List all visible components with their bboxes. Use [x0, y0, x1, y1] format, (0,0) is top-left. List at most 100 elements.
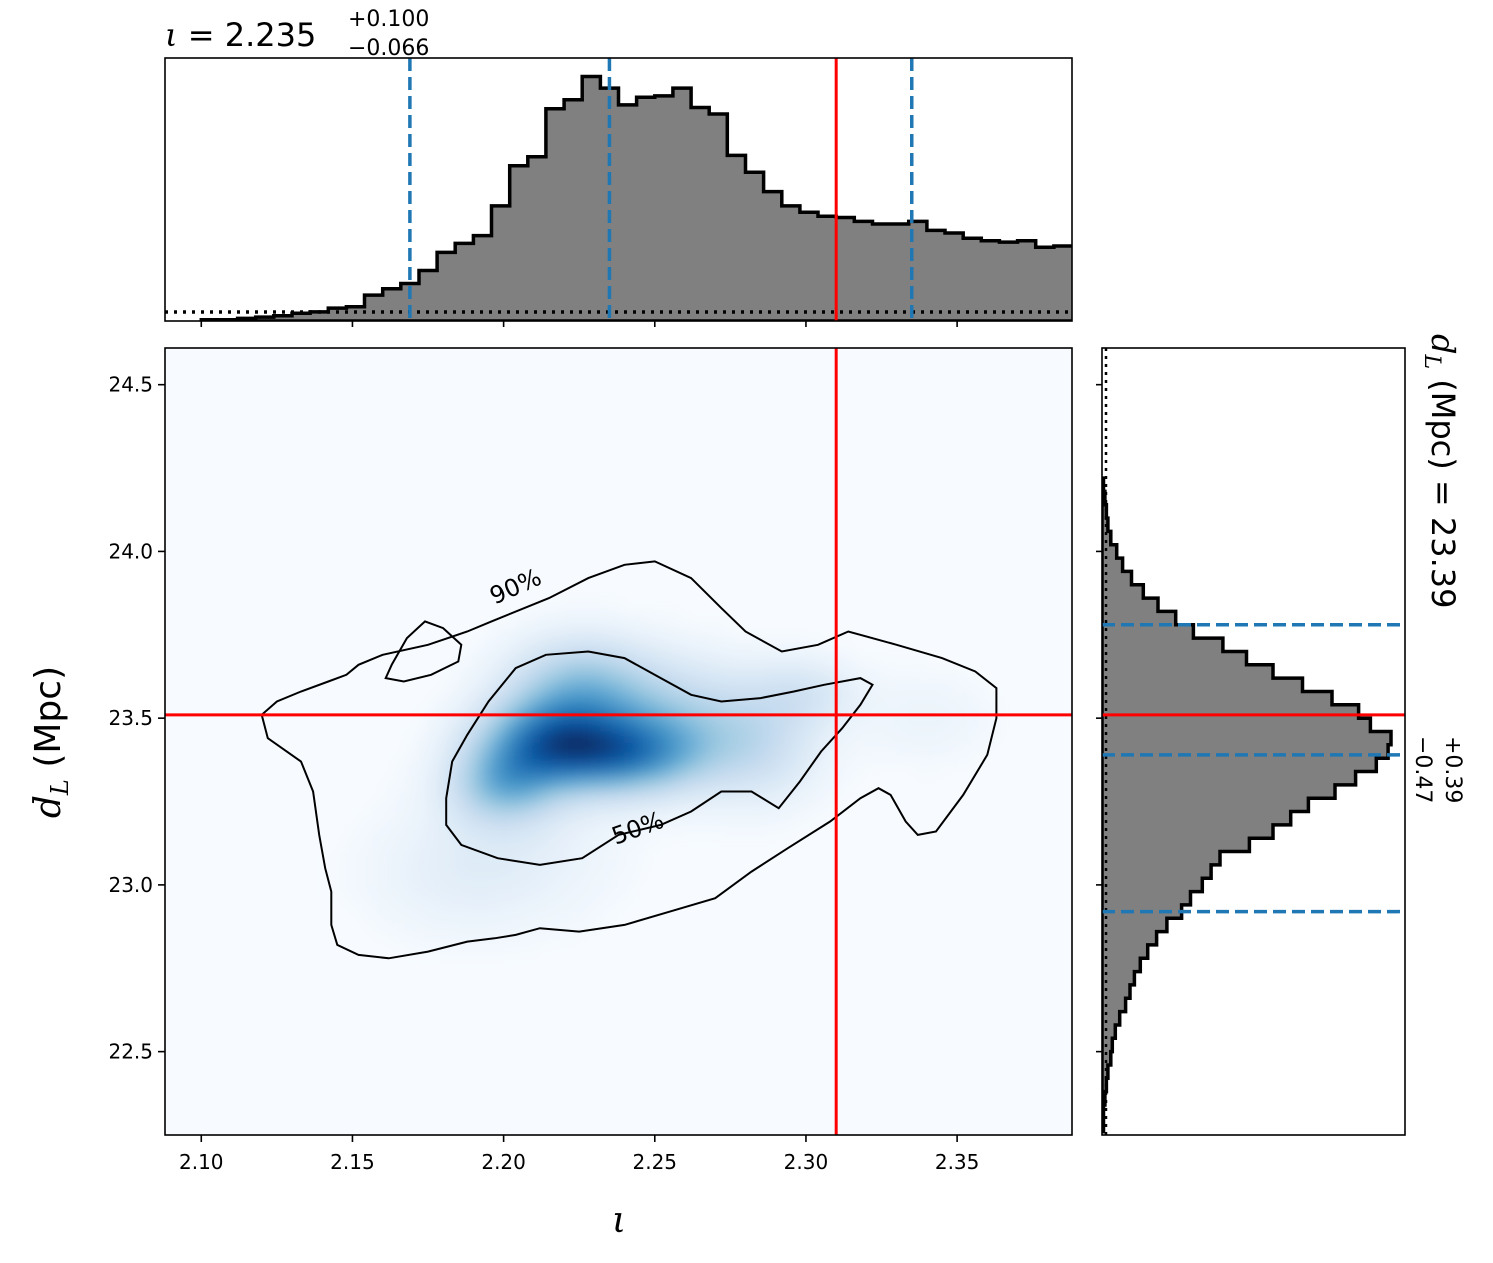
density-cell: [709, 753, 722, 766]
density-cell: [926, 705, 940, 719]
density-cell: [600, 693, 614, 707]
density-cell: [539, 836, 553, 850]
density-cell: [370, 884, 384, 898]
density-cell: [685, 681, 698, 695]
density-cell: [418, 765, 432, 778]
density-cell: [588, 681, 601, 695]
density-cell: [793, 634, 807, 647]
density-cell: [406, 836, 420, 850]
density-cell: [624, 705, 638, 719]
density-cell: [636, 669, 650, 683]
density-cell: [793, 729, 807, 743]
density-cell: [491, 908, 505, 921]
density-cell: [672, 646, 686, 659]
density-cell: [455, 872, 468, 886]
density-cell: [612, 598, 626, 611]
density-cell: [600, 884, 614, 898]
y-axis-label-unit: (Mpc): [28, 666, 69, 779]
density-cell: [890, 705, 904, 719]
density-cell: [467, 813, 481, 826]
density-cell: [370, 920, 384, 933]
density-cell: [672, 610, 686, 623]
density-cell: [672, 789, 686, 802]
density-cell: [757, 669, 771, 683]
density-cell: [793, 717, 807, 731]
density-cell: [672, 801, 686, 814]
density-cell: [431, 884, 444, 898]
density-cell: [781, 705, 795, 719]
density-cell: [467, 908, 481, 921]
density-cell: [854, 753, 868, 766]
joint-density-frame: [164, 347, 1073, 1136]
x-marginal-title: ι = 2.235: [165, 16, 316, 54]
density-cell: [588, 884, 601, 898]
density-cell: [624, 860, 638, 874]
density-cell: [479, 801, 493, 814]
density-cell: [588, 717, 601, 731]
density-cell: [527, 848, 541, 862]
density-cell: [551, 729, 565, 743]
density-cell: [382, 872, 396, 886]
density-cell: [576, 622, 589, 635]
density-cell: [455, 944, 468, 957]
density-cell: [455, 765, 468, 778]
density-cell: [503, 658, 517, 671]
density-cell: [842, 765, 855, 778]
density-cell: [697, 777, 710, 790]
density-cell: [467, 920, 481, 933]
density-cell: [443, 669, 456, 683]
density-cell: [503, 860, 517, 874]
density-cell: [685, 658, 698, 671]
density-cell: [709, 777, 722, 790]
density-cell: [418, 789, 432, 802]
density-cell: [624, 729, 638, 743]
density-cell: [769, 824, 783, 838]
density-cell: [793, 765, 807, 778]
density-cell: [406, 932, 420, 945]
density-cell: [576, 777, 589, 790]
density-cell: [745, 681, 759, 695]
density-cell: [793, 705, 807, 719]
density-cell: [467, 753, 481, 766]
density-cell: [576, 598, 589, 611]
density-cell: [394, 908, 408, 921]
density-cell: [443, 920, 456, 933]
density-cell: [612, 813, 626, 826]
density-cell: [418, 932, 432, 945]
density-cell: [685, 717, 698, 731]
density-cell: [467, 860, 481, 874]
density-cell: [515, 860, 529, 874]
density-cell: [418, 824, 432, 838]
density-cell: [539, 610, 553, 623]
density-cell: [745, 705, 759, 719]
x-marginal-frame: [164, 57, 1073, 322]
density-cell: [527, 646, 541, 659]
density-cell: [564, 622, 577, 635]
density-cell: [636, 693, 650, 707]
density-cell: [818, 693, 831, 707]
density-cell: [733, 777, 747, 790]
density-cell: [443, 872, 456, 886]
density-cell: [515, 646, 529, 659]
density-cell: [479, 896, 493, 910]
density-cell: [672, 777, 686, 790]
density-cell: [818, 765, 831, 778]
density-cell: [745, 669, 759, 683]
density-cell: [588, 669, 601, 683]
density-cell: [551, 884, 565, 898]
density-cell: [491, 622, 505, 635]
density-cell: [914, 669, 928, 683]
density-cell: [515, 908, 529, 921]
density-cell: [733, 705, 747, 719]
density-cell: [431, 693, 444, 707]
density-cell: [443, 908, 456, 921]
density-cell: [648, 622, 662, 635]
density-cell: [612, 848, 626, 862]
density-cell: [588, 777, 601, 790]
density-cell: [612, 777, 626, 790]
density-cell: [431, 848, 444, 862]
density-cell: [394, 836, 408, 850]
density-cell: [612, 622, 626, 635]
density-cell: [612, 741, 626, 755]
density-cell: [564, 610, 577, 623]
